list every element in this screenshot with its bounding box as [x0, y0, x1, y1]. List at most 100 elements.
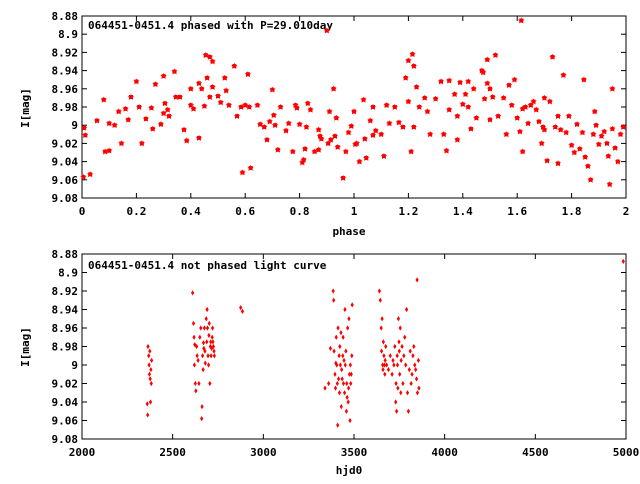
y-tick-label: 8.92 — [52, 46, 79, 59]
data-point — [342, 148, 350, 155]
data-point — [217, 99, 224, 106]
data-point — [541, 94, 548, 101]
data-point — [336, 376, 341, 382]
y-tick-label: 8.94 — [52, 65, 79, 78]
data-point — [303, 123, 310, 130]
y-tick-label: 8.92 — [52, 285, 79, 298]
data-point — [454, 112, 461, 120]
data-point — [340, 376, 344, 382]
data-point — [233, 112, 241, 120]
data-point — [135, 103, 143, 110]
data-point — [398, 325, 402, 331]
data-point — [410, 62, 418, 70]
data-point — [204, 316, 208, 322]
data-point — [192, 362, 197, 368]
data-point — [82, 131, 89, 139]
data-point — [326, 108, 333, 115]
data-point — [348, 417, 352, 424]
data-point — [146, 412, 150, 418]
data-point — [379, 348, 384, 354]
data-point — [406, 408, 410, 414]
data-point — [395, 408, 399, 414]
data-point — [211, 343, 216, 350]
data-point — [209, 353, 213, 359]
data-point — [416, 103, 423, 110]
data-point — [202, 345, 206, 351]
data-point — [404, 306, 409, 313]
data-point — [203, 348, 207, 354]
data-point — [384, 343, 388, 350]
data-point — [445, 106, 453, 113]
data-point — [142, 115, 150, 122]
data-point — [207, 320, 211, 326]
data-point — [383, 371, 387, 377]
data-point — [486, 85, 494, 92]
x-tick-label: 0.2 — [126, 205, 146, 218]
data-point — [200, 404, 204, 410]
data-point — [191, 290, 195, 296]
y-tick-label: 8.96 — [52, 83, 79, 96]
plot-frame — [81, 15, 627, 199]
data-point — [407, 148, 415, 155]
data-point — [340, 367, 344, 373]
data-point — [557, 126, 564, 133]
data-point — [231, 62, 238, 70]
data-point — [207, 332, 211, 338]
data-point — [152, 81, 159, 88]
data-point — [410, 123, 418, 130]
y-tick-label: 8.96 — [52, 322, 79, 335]
data-point — [398, 371, 402, 377]
data-point — [336, 422, 340, 428]
x-tick-label: 2500 — [159, 446, 186, 459]
data-point — [411, 353, 415, 359]
data-point — [405, 98, 412, 105]
data-point — [195, 353, 199, 359]
x-tick-label: 0.4 — [181, 205, 201, 218]
data-point — [149, 380, 153, 387]
x-tick-label: 1.4 — [453, 205, 473, 218]
x-tick-label: 2 — [623, 205, 630, 218]
y-tick-label: 9.02 — [52, 378, 79, 391]
data-point — [445, 77, 453, 84]
data-point — [486, 116, 494, 123]
data-point — [349, 371, 353, 377]
data-point — [147, 371, 152, 377]
data-points — [80, 17, 627, 188]
data-point — [591, 108, 598, 115]
data-point — [274, 146, 282, 153]
data-point — [347, 371, 352, 377]
data-point — [414, 367, 418, 373]
data-point — [408, 348, 412, 354]
data-point — [538, 140, 545, 147]
data-point — [399, 357, 403, 363]
data-point — [381, 362, 385, 368]
data-point — [209, 339, 213, 345]
data-point — [388, 353, 392, 359]
y-tick-label: 8.9 — [58, 267, 78, 280]
data-point — [206, 362, 211, 368]
data-point — [467, 125, 475, 132]
data-point — [511, 76, 518, 83]
data-point — [484, 56, 491, 63]
data-point — [518, 17, 525, 24]
data-point — [424, 108, 431, 115]
data-point — [239, 169, 246, 176]
data-point — [554, 112, 562, 120]
data-point — [191, 320, 196, 326]
data-point — [473, 114, 480, 121]
tick-group: 2000 2500 3000 3500 4000 4500 5000 8.88 8.9 8.92 8… — [52, 248, 640, 459]
data-point — [402, 353, 406, 359]
data-point — [254, 101, 261, 109]
y-tick-label: 8.98 — [52, 101, 79, 114]
data-point — [346, 325, 350, 331]
data-point — [592, 121, 600, 129]
data-point — [266, 118, 273, 125]
data-point — [390, 371, 394, 377]
x-tick-label: 2000 — [69, 446, 96, 459]
data-point — [206, 353, 210, 359]
data-point — [393, 343, 397, 350]
data-point — [100, 96, 107, 103]
data-point — [519, 148, 526, 155]
data-point — [210, 334, 214, 340]
data-point — [369, 103, 377, 110]
